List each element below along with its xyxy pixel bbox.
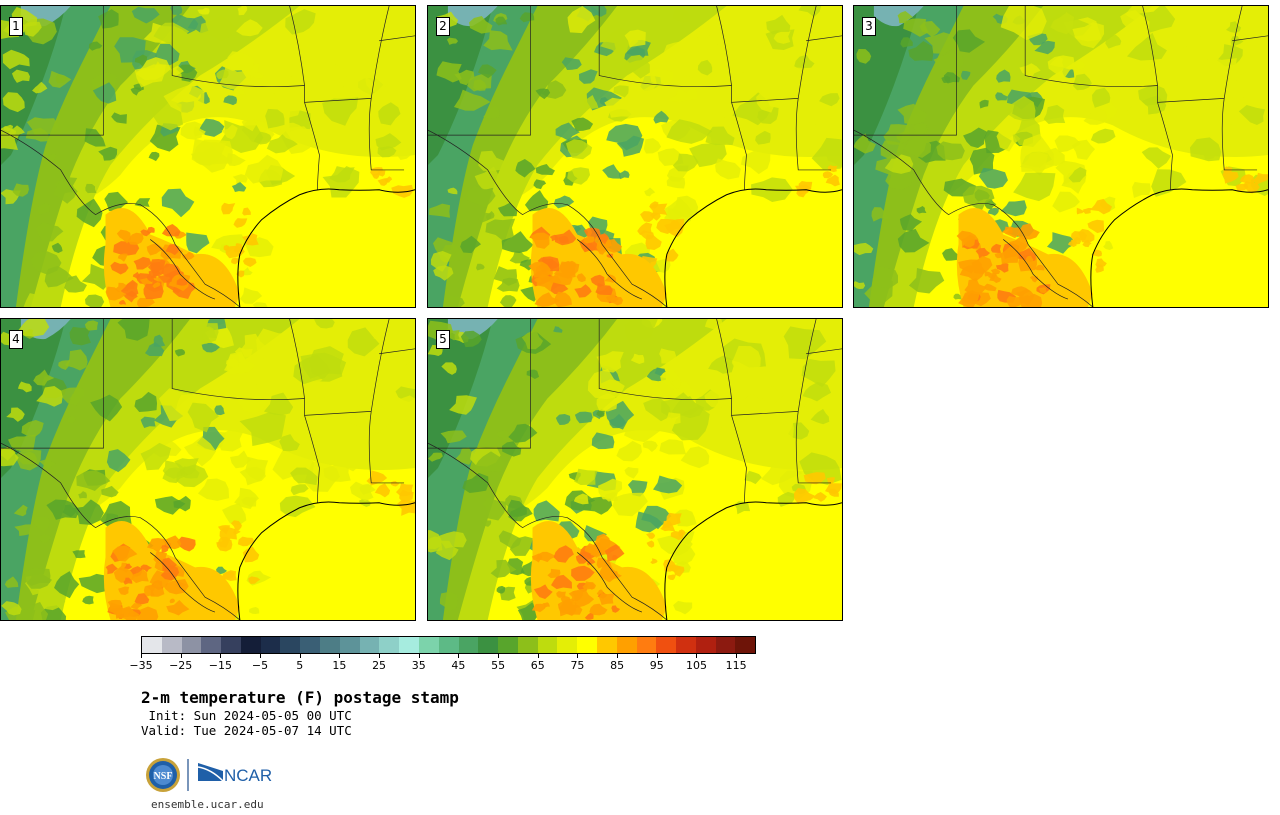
colorbar-tick xyxy=(260,654,262,658)
colorbar-tick-label: 115 xyxy=(725,659,747,672)
colorbar-segment xyxy=(359,637,380,653)
colorbar-segment xyxy=(240,637,261,653)
colorbar-segment xyxy=(221,637,241,653)
colorbar-tick xyxy=(220,654,222,658)
colorbar-segment xyxy=(498,637,518,653)
colorbar-segment xyxy=(339,637,360,653)
temperature-field xyxy=(1,319,415,620)
colorbar-tick xyxy=(418,654,420,658)
colorbar-tick-label: 75 xyxy=(570,659,585,672)
colorbar-tick xyxy=(299,654,301,658)
temperature-field xyxy=(428,6,842,307)
temperature-field xyxy=(1,6,415,307)
colorbar-segment xyxy=(300,637,321,653)
colorbar-segment xyxy=(379,637,400,653)
valid-time: Valid: Tue 2024-05-07 14 UTC xyxy=(141,723,352,738)
colorbar-tick-label: 55 xyxy=(491,659,506,672)
colorbar-segment xyxy=(676,637,696,653)
colorbar-segment xyxy=(735,637,756,653)
colorbar-tick xyxy=(498,654,500,658)
colorbar-ticks: −35 −25 −15 −5 5 15 25 35 45 55 65 75 85 95 105 115 xyxy=(129,654,756,674)
colorbar-tick-label: 105 xyxy=(685,659,707,672)
colorbar-segment xyxy=(181,637,202,653)
panel-number-label: 1 xyxy=(9,17,23,36)
colorbar-segment xyxy=(142,637,162,653)
colorbar-tick xyxy=(141,654,142,658)
colorbar-tick-label: −15 xyxy=(208,659,232,672)
ncar-logo: NCAR xyxy=(197,763,272,785)
colorbar-segment xyxy=(280,637,301,653)
colorbar-tick-label: 5 xyxy=(296,659,304,672)
temperature-field xyxy=(428,319,842,620)
colorbar-tick-label: 25 xyxy=(372,659,387,672)
colorbar-tick xyxy=(180,654,182,658)
colorbar-segment xyxy=(715,637,736,653)
colorbar xyxy=(141,636,756,654)
map-panel-2: 2 xyxy=(427,5,843,308)
colorbar-segment xyxy=(695,637,716,653)
colorbar-segment xyxy=(320,637,340,653)
map-panel-3: 3 xyxy=(853,5,1269,308)
temperature-field xyxy=(854,6,1268,307)
colorbar-tick-label: 95 xyxy=(649,659,664,672)
colorbar-segment xyxy=(201,637,222,653)
colorbar-tick-label: 35 xyxy=(411,659,426,672)
colorbar-segment xyxy=(596,637,617,653)
colorbar-segment xyxy=(458,637,479,653)
colorbar-tick xyxy=(577,654,579,658)
map-title: 2-m temperature (F) postage stamp xyxy=(141,688,459,707)
colorbar-segment xyxy=(577,637,597,653)
colorbar-tick xyxy=(656,654,658,658)
panel-number-label: 2 xyxy=(436,17,450,36)
nsf-logo: NSF xyxy=(146,758,180,792)
svg-text:NSF: NSF xyxy=(154,771,173,782)
colorbar-tick xyxy=(458,654,460,658)
panel-number-label: 3 xyxy=(862,17,876,36)
colorbar-tick xyxy=(696,654,698,658)
logos: NSF NCAR xyxy=(145,757,275,793)
colorbar-segment xyxy=(418,637,439,653)
colorbar-segment xyxy=(537,637,558,653)
colorbar-tick-label: −35 xyxy=(129,659,153,672)
colorbar-segment xyxy=(636,637,657,653)
map-panel-1: 1 xyxy=(0,5,416,308)
colorbar-tick xyxy=(339,654,341,658)
colorbar-segment xyxy=(557,637,578,653)
colorbar-segment xyxy=(478,637,499,653)
colorbar-tick xyxy=(736,654,738,658)
colorbar-tick-label: 65 xyxy=(530,659,545,672)
colorbar-tick xyxy=(617,654,619,658)
colorbar-segment xyxy=(616,637,637,653)
colorbar-tick xyxy=(379,654,381,658)
init-time: Init: Sun 2024-05-05 00 UTC xyxy=(141,708,352,723)
panel-number-label: 4 xyxy=(9,330,23,349)
colorbar-tick-label: −5 xyxy=(251,659,269,672)
colorbar-tick-label: 15 xyxy=(332,659,347,672)
map-panel-5: 5 xyxy=(427,318,843,621)
colorbar-segment xyxy=(399,637,419,653)
panel-number-label: 5 xyxy=(436,330,450,349)
colorbar-tick-label: 85 xyxy=(610,659,625,672)
colorbar-segment xyxy=(438,637,459,653)
colorbar-tick-label: −25 xyxy=(169,659,193,672)
colorbar-segment xyxy=(260,637,281,653)
source-url[interactable]: ensemble.ucar.edu xyxy=(151,798,264,811)
svg-text:NCAR: NCAR xyxy=(224,766,272,785)
colorbar-tick xyxy=(537,654,539,658)
colorbar-segment xyxy=(517,637,538,653)
colorbar-segment xyxy=(161,637,182,653)
map-panel-4: 4 xyxy=(0,318,416,621)
colorbar-tick-label: 45 xyxy=(451,659,466,672)
colorbar-segment xyxy=(656,637,677,653)
